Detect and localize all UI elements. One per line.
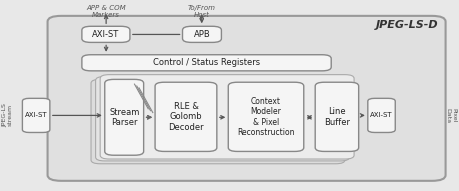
Text: Pixel
Data: Pixel Data	[445, 108, 455, 123]
Text: JPEG-LS-D: JPEG-LS-D	[375, 20, 438, 30]
FancyBboxPatch shape	[100, 75, 353, 159]
FancyBboxPatch shape	[105, 79, 143, 155]
FancyBboxPatch shape	[82, 26, 129, 42]
Text: Line
Buffer: Line Buffer	[323, 107, 349, 126]
Text: Stream
Parser: Stream Parser	[109, 108, 139, 127]
FancyBboxPatch shape	[155, 82, 216, 151]
FancyBboxPatch shape	[95, 77, 349, 161]
Text: AXI-ST: AXI-ST	[25, 112, 47, 118]
FancyBboxPatch shape	[314, 82, 358, 151]
Text: RLE &
Golomb
Decoder: RLE & Golomb Decoder	[168, 102, 203, 132]
Text: AXI-ST: AXI-ST	[92, 30, 119, 39]
FancyBboxPatch shape	[47, 16, 445, 181]
Text: To/From
Host: To/From Host	[187, 5, 215, 19]
FancyBboxPatch shape	[22, 98, 50, 133]
Text: APP & COM
Markers: APP & COM Markers	[86, 5, 126, 19]
FancyBboxPatch shape	[367, 98, 394, 133]
FancyBboxPatch shape	[228, 82, 303, 151]
FancyBboxPatch shape	[82, 55, 330, 71]
Text: JPEG-LS
stream: JPEG-LS stream	[2, 104, 13, 127]
FancyBboxPatch shape	[182, 26, 221, 42]
Text: APB: APB	[193, 30, 210, 39]
Text: AXI-ST: AXI-ST	[369, 112, 392, 118]
Text: Context
Modeler
& Pixel
Reconstruction: Context Modeler & Pixel Reconstruction	[237, 97, 294, 137]
FancyBboxPatch shape	[91, 79, 344, 164]
Text: Control / Status Registers: Control / Status Registers	[153, 58, 259, 67]
